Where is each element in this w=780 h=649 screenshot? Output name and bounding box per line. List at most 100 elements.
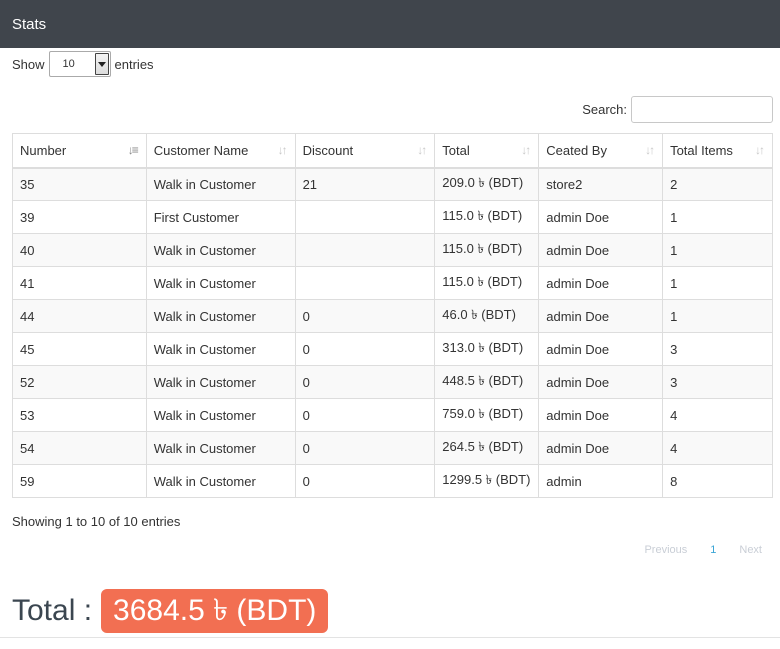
table-row: 35 Walk in Customer 21 209.0 ৳ (BDT) store2 2 bbox=[12, 166, 773, 201]
table-cell: 8 bbox=[662, 464, 773, 498]
table-cell: 54 bbox=[12, 431, 147, 465]
table-row: 53 Walk in Customer 0 759.0 ৳ (BDT) admin Do… bbox=[12, 398, 773, 432]
table-cell: Walk in Customer bbox=[145, 398, 296, 432]
table-cell: 4 bbox=[662, 431, 773, 465]
sort-ascending-icon: ↓≡ bbox=[127, 143, 139, 157]
table-cell: 1 bbox=[662, 233, 773, 267]
sort-icon: ↓↑ bbox=[277, 143, 288, 157]
table-cell: Walk in Customer bbox=[145, 233, 296, 267]
sort-icon: ↓↑ bbox=[417, 143, 427, 157]
table-cell: store2 bbox=[538, 166, 664, 201]
table-info: Showing 1 to 10 of 10 entries bbox=[12, 514, 181, 529]
table-cell bbox=[294, 200, 436, 234]
table-cell: 1 bbox=[662, 299, 773, 333]
table-cell: First Customer bbox=[145, 200, 296, 234]
table-cell: Walk in Customer bbox=[145, 299, 296, 333]
table-cell: 0 bbox=[294, 464, 436, 498]
table-row: 39 First Customer 115.0 ৳ (BDT) admin Doe 1 bbox=[12, 200, 773, 234]
table-cell: Walk in Customer bbox=[145, 464, 296, 498]
table-cell: admin Doe bbox=[538, 431, 664, 465]
grand-total: Total : 3684.5 ৳ (BDT) bbox=[12, 589, 329, 633]
table-row: 41 Walk in Customer 115.0 ৳ (BDT) admin Doe… bbox=[12, 266, 773, 300]
table-cell: 115.0 ৳ (BDT) bbox=[434, 233, 540, 267]
table-cell: 1 bbox=[662, 266, 773, 300]
table-cell: 0 bbox=[294, 365, 436, 399]
table-cell: admin Doe bbox=[538, 200, 664, 234]
sort-icon: ↓↑ bbox=[521, 143, 531, 157]
table-cell: 39 bbox=[12, 200, 147, 234]
table-row: 59 Walk in Customer 0 1299.5 ৳ (BDT) admin 8 bbox=[12, 464, 773, 498]
table-cell: 0 bbox=[294, 398, 436, 432]
table-cell: 35 bbox=[12, 166, 147, 201]
table-cell: admin Doe bbox=[538, 266, 664, 300]
table-cell: 40 bbox=[12, 233, 147, 267]
entries-label: entries bbox=[114, 56, 154, 72]
table-cell: Walk in Customer bbox=[145, 365, 296, 399]
table-cell: admin Doe bbox=[538, 299, 664, 333]
table-cell: 0 bbox=[294, 332, 436, 366]
previous-page-button[interactable]: Previous bbox=[644, 544, 688, 556]
page-1-button[interactable]: 1 bbox=[710, 544, 717, 556]
table-cell: Walk in Customer bbox=[145, 431, 296, 465]
table-cell: 52 bbox=[12, 365, 147, 399]
table-cell: 4 bbox=[662, 398, 773, 432]
page-title: Stats bbox=[12, 15, 47, 33]
entries-select[interactable]: 10 bbox=[48, 51, 111, 77]
total-value-badge: 3684.5 ৳ (BDT) bbox=[101, 589, 329, 633]
divider bbox=[0, 637, 780, 638]
table-cell: Walk in Customer bbox=[145, 332, 296, 366]
column-header-created-by[interactable]: Ceated By ↓↑ bbox=[538, 133, 664, 169]
table-cell: 0 bbox=[294, 299, 436, 333]
table-cell: 0 bbox=[294, 431, 436, 465]
table-cell: 46.0 ৳ (BDT) bbox=[434, 299, 540, 333]
table-cell: 3 bbox=[662, 365, 773, 399]
table-row: 40 Walk in Customer 115.0 ৳ (BDT) admin Doe… bbox=[12, 233, 773, 267]
table-cell: 59 bbox=[12, 464, 147, 498]
table-cell: 45 bbox=[12, 332, 147, 366]
stats-table: Number ↓≡ Customer Name ↓↑ Discount ↓↑ Tota… bbox=[12, 133, 773, 498]
table-cell: 115.0 ৳ (BDT) bbox=[434, 200, 540, 234]
table-cell: admin Doe bbox=[538, 332, 664, 366]
table-row: 44 Walk in Customer 0 46.0 ৳ (BDT) admin Doe… bbox=[12, 299, 773, 333]
column-header-total-items[interactable]: Total Items ↓↑ bbox=[662, 133, 773, 169]
table-cell: 313.0 ৳ (BDT) bbox=[434, 332, 540, 366]
table-cell: 448.5 ৳ (BDT) bbox=[434, 365, 540, 399]
table-cell: Walk in Customer bbox=[145, 266, 296, 300]
table-cell: 53 bbox=[12, 398, 147, 432]
entries-length-control: Show 10 entries bbox=[12, 51, 154, 77]
pagination: Previous 1 Next bbox=[644, 544, 762, 556]
next-page-button[interactable]: Next bbox=[739, 544, 762, 556]
search-label: Search: bbox=[582, 102, 627, 117]
stats-header: Stats bbox=[0, 0, 780, 48]
sort-icon: ↓↑ bbox=[755, 143, 765, 157]
sort-icon: ↓↑ bbox=[645, 143, 655, 157]
table-row: 52 Walk in Customer 0 448.5 ৳ (BDT) admin Do… bbox=[12, 365, 773, 399]
column-header-discount[interactable]: Discount ↓↑ bbox=[294, 133, 436, 169]
search-input[interactable] bbox=[631, 96, 773, 123]
table-header-row: Number ↓≡ Customer Name ↓↑ Discount ↓↑ Tota… bbox=[12, 133, 773, 169]
table-cell: admin bbox=[538, 464, 664, 498]
table-cell: 264.5 ৳ (BDT) bbox=[434, 431, 540, 465]
column-header-total[interactable]: Total ↓↑ bbox=[434, 133, 540, 169]
table-cell: 44 bbox=[12, 299, 147, 333]
table-cell bbox=[294, 266, 436, 300]
table-cell: admin Doe bbox=[538, 233, 664, 267]
table-row: 45 Walk in Customer 0 313.0 ৳ (BDT) admin Do… bbox=[12, 332, 773, 366]
table-cell bbox=[294, 233, 436, 267]
search-control: Search: bbox=[582, 96, 773, 123]
table-cell: 209.0 ৳ (BDT) bbox=[434, 166, 540, 201]
entries-select-value: 10 bbox=[62, 58, 75, 70]
table-cell: 1299.5 ৳ (BDT) bbox=[434, 464, 540, 498]
table-body: 35 Walk in Customer 21 209.0 ৳ (BDT) store2 2… bbox=[12, 166, 773, 498]
column-header-number[interactable]: Number ↓≡ bbox=[12, 133, 147, 169]
table-row: 54 Walk in Customer 0 264.5 ৳ (BDT) admin Do… bbox=[12, 431, 773, 465]
table-cell: 3 bbox=[662, 332, 773, 366]
table-cell: admin Doe bbox=[538, 398, 664, 432]
table-cell: admin Doe bbox=[538, 365, 664, 399]
chevron-down-icon[interactable] bbox=[94, 53, 109, 75]
table-cell: 21 bbox=[294, 166, 436, 201]
show-label: Show bbox=[12, 56, 45, 72]
table-cell: 1 bbox=[662, 200, 773, 234]
column-header-customer-name[interactable]: Customer Name ↓↑ bbox=[145, 133, 296, 169]
total-label: Total : bbox=[12, 594, 93, 627]
